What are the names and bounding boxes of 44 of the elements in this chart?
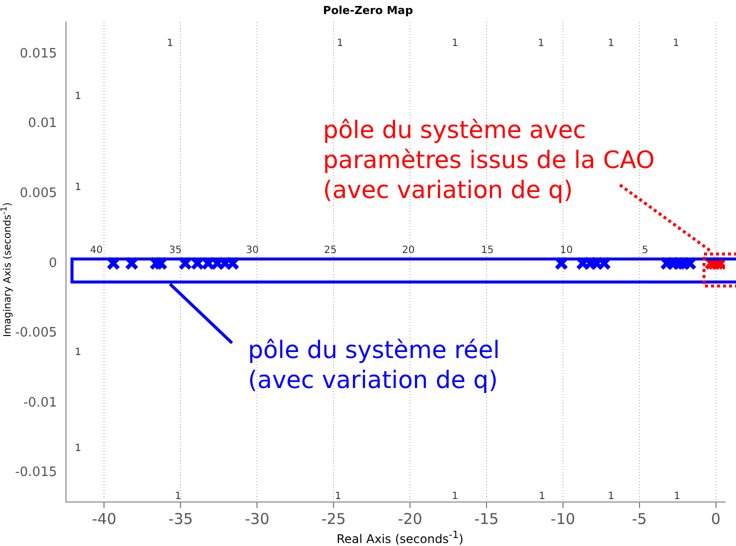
text: pôle du système réel (avec variation de q) [248,335,500,395]
annotation: 1 [450,491,460,502]
x-tick-label: -30 [244,510,270,528]
annotation: 35 [169,245,182,256]
annotation: 1 [536,38,546,49]
annotation: 1 [334,491,342,502]
annotation: 1 [166,38,174,49]
x-tick-label: 0 [711,510,721,528]
annotation: 25 [324,245,337,256]
x-tick-label: -40 [92,510,116,528]
annotation: 40 [90,245,103,256]
y-tick-label: -0.015 [15,465,57,480]
annotation: 1 [74,347,82,358]
annotation: 1 [74,91,82,102]
x-tick-label: -15 [474,510,499,528]
annotation: 5 [640,245,650,256]
annotation: 20 [402,245,415,256]
annotation: 15 [481,245,494,256]
annotation: 1 [606,491,616,502]
y-tick-label: 0.01 [28,116,57,132]
x-tick-label: -25 [321,510,346,528]
x-tick-label: -10 [550,510,576,528]
chart-title: Pole-Zero Map [322,4,414,17]
x-tick-label: -20 [398,510,422,528]
y-tick-label: -0.005 [15,326,57,341]
annotation: 1 [450,38,460,49]
annotation: 30 [246,245,259,256]
text: pôle du système avec paramètres issus de la CAO (avec variation de q) [323,115,655,205]
y-tick-label: 0.015 [20,46,57,62]
annotation: 1 [336,38,344,49]
y-tick-label: 0 [48,256,57,271]
annotation: 1 [672,491,682,502]
x-tick-label: -5 [632,510,647,528]
annotation: 1 [538,491,546,502]
annotation: 1 [74,182,82,193]
annotation: 1 [74,443,82,454]
annotation: 1 [672,38,680,49]
annotation: 1 [174,491,182,502]
x-axis-title: Real Axis (seconds$^{-1}$) [336,530,464,546]
annotation: 10 [560,245,573,256]
annotation: 1 [606,38,616,49]
y-tick-label: -0.01 [23,395,57,410]
x-tick-label: -35 [168,510,193,528]
y-tick-label: 0.005 [20,186,57,202]
